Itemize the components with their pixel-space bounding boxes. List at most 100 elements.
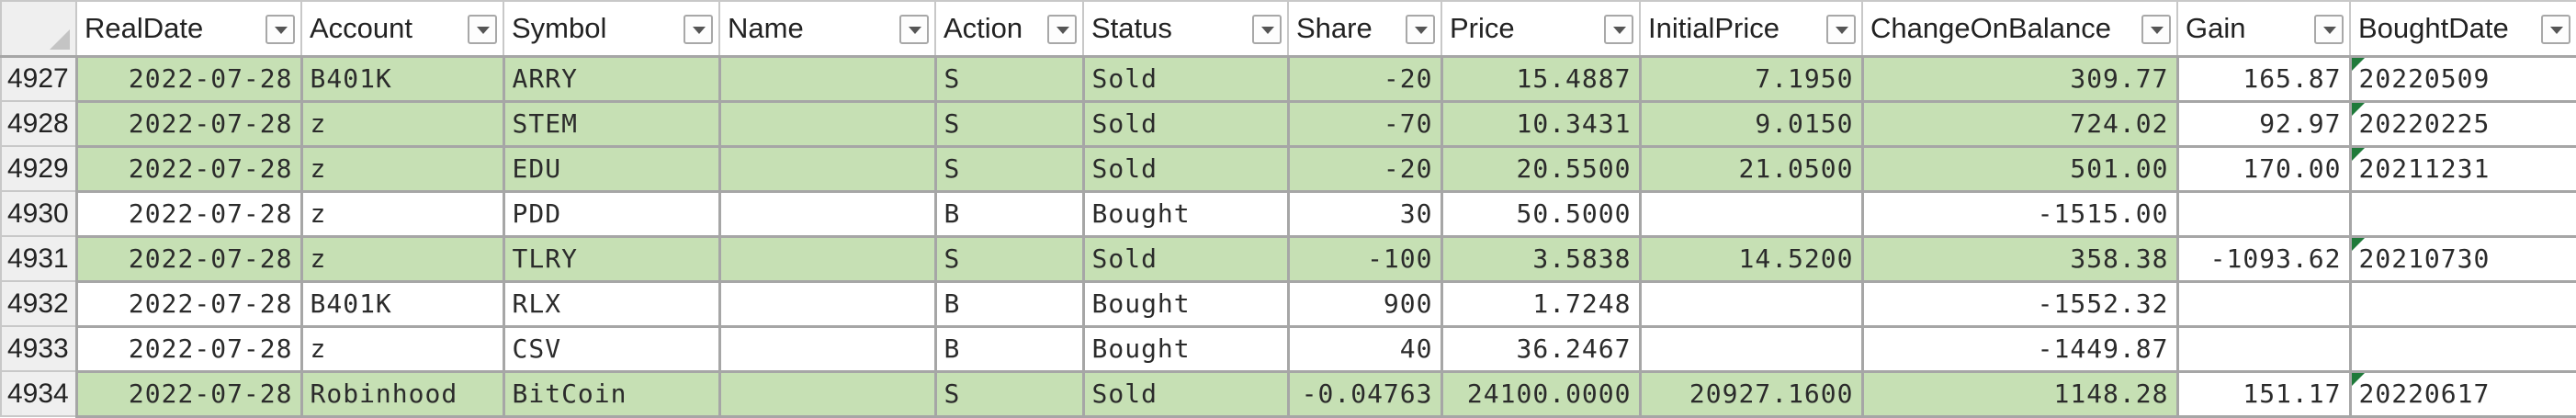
row-header[interactable]: 4928 bbox=[0, 100, 77, 147]
cell-symbol[interactable]: EDU bbox=[502, 144, 721, 193]
cell-initialprice[interactable] bbox=[1638, 279, 1864, 328]
column-header-symbol[interactable]: Symbol bbox=[503, 0, 720, 58]
cell-symbol[interactable]: PDD bbox=[502, 189, 721, 238]
cell-gain[interactable]: 165.87 bbox=[2175, 54, 2352, 103]
cell-changeonbalance[interactable]: -1552.32 bbox=[1860, 279, 2179, 328]
filter-dropdown-icon[interactable] bbox=[1406, 15, 1435, 44]
cell-changeonbalance[interactable]: 358.38 bbox=[1860, 234, 2179, 283]
cell-account[interactable]: B401K bbox=[299, 279, 505, 328]
cell-share[interactable]: -20 bbox=[1286, 54, 1443, 103]
cell-gain[interactable]: -1093.62 bbox=[2175, 234, 2352, 283]
column-header-gain[interactable]: Gain bbox=[2176, 0, 2351, 58]
cell-price[interactable]: 50.5000 bbox=[1440, 189, 1642, 238]
filter-dropdown-icon[interactable] bbox=[468, 15, 497, 44]
row-header[interactable]: 4934 bbox=[0, 370, 77, 417]
cell-symbol[interactable]: ARRY bbox=[502, 54, 721, 103]
filter-dropdown-icon[interactable] bbox=[1047, 15, 1077, 44]
cell-share[interactable]: -20 bbox=[1286, 144, 1443, 193]
cell-symbol[interactable]: BitCoin bbox=[502, 369, 721, 418]
cell-share[interactable]: 30 bbox=[1286, 189, 1443, 238]
cell-price[interactable]: 1.7248 bbox=[1440, 279, 1642, 328]
cell-changeonbalance[interactable]: 1148.28 bbox=[1860, 369, 2179, 418]
cell-action[interactable]: S bbox=[933, 99, 1085, 148]
filter-dropdown-icon[interactable] bbox=[2541, 15, 2570, 44]
filter-dropdown-icon[interactable] bbox=[2141, 15, 2171, 44]
row-header[interactable]: 4927 bbox=[0, 55, 77, 102]
cell-gain[interactable]: 151.17 bbox=[2175, 369, 2352, 418]
table-row[interactable]: 4927 2022-07-28 B401K ARRY S Sold -20 15.4887 7.… bbox=[0, 54, 2576, 103]
cell-name[interactable] bbox=[717, 99, 937, 148]
cell-action[interactable]: S bbox=[933, 234, 1085, 283]
cell-share[interactable]: 40 bbox=[1286, 324, 1443, 373]
cell-account[interactable]: Robinhood bbox=[299, 369, 505, 418]
cell-changeonbalance[interactable]: -1515.00 bbox=[1860, 189, 2179, 238]
cell-gain[interactable] bbox=[2175, 189, 2352, 238]
cell-gain[interactable]: 92.97 bbox=[2175, 99, 2352, 148]
row-header[interactable]: 4929 bbox=[0, 145, 77, 192]
cell-initialprice[interactable] bbox=[1638, 189, 1864, 238]
cell-gain[interactable] bbox=[2175, 324, 2352, 373]
column-header-realdate[interactable]: RealDate bbox=[75, 0, 302, 58]
column-header-boughtdate[interactable]: BoughtDate bbox=[2349, 0, 2576, 58]
cell-share[interactable]: -100 bbox=[1286, 234, 1443, 283]
filter-dropdown-icon[interactable] bbox=[684, 15, 713, 44]
cell-name[interactable] bbox=[717, 234, 937, 283]
filter-dropdown-icon[interactable] bbox=[899, 15, 929, 44]
cell-status[interactable]: Sold bbox=[1081, 369, 1290, 418]
filter-dropdown-icon[interactable] bbox=[266, 15, 295, 44]
cell-boughtdate[interactable]: 20211231 bbox=[2348, 144, 2576, 193]
cell-action[interactable]: B bbox=[933, 324, 1085, 373]
column-header-share[interactable]: Share bbox=[1287, 0, 1442, 58]
cell-initialprice[interactable]: 9.0150 bbox=[1638, 99, 1864, 148]
cell-initialprice[interactable]: 20927.1600 bbox=[1638, 369, 1864, 418]
cell-symbol[interactable]: STEM bbox=[502, 99, 721, 148]
cell-status[interactable]: Sold bbox=[1081, 234, 1290, 283]
cell-account[interactable]: z bbox=[299, 234, 505, 283]
cell-share[interactable]: -70 bbox=[1286, 99, 1443, 148]
table-row[interactable]: 4929 2022-07-28 z EDU S Sold -20 20.5500 21.0500… bbox=[0, 144, 2576, 193]
cell-realdate[interactable]: 2022-07-28 bbox=[74, 99, 303, 148]
cell-name[interactable] bbox=[717, 189, 937, 238]
column-header-account[interactable]: Account bbox=[300, 0, 504, 58]
cell-initialprice[interactable]: 14.5200 bbox=[1638, 234, 1864, 283]
column-header-initialprice[interactable]: InitialPrice bbox=[1639, 0, 1863, 58]
table-row[interactable]: 4934 2022-07-28 Robinhood BitCoin S Sold -0.04… bbox=[0, 369, 2576, 418]
column-header-status[interactable]: Status bbox=[1082, 0, 1289, 58]
cell-initialprice[interactable] bbox=[1638, 324, 1864, 373]
table-row[interactable]: 4932 2022-07-28 B401K RLX B Bought 900 1.7248 -1… bbox=[0, 279, 2576, 328]
cell-symbol[interactable]: RLX bbox=[502, 279, 721, 328]
column-header-action[interactable]: Action bbox=[934, 0, 1084, 58]
cell-boughtdate[interactable]: 20220509 bbox=[2348, 54, 2576, 103]
filter-dropdown-icon[interactable] bbox=[2314, 15, 2344, 44]
cell-changeonbalance[interactable]: 724.02 bbox=[1860, 99, 2179, 148]
cell-status[interactable]: Bought bbox=[1081, 189, 1290, 238]
cell-changeonbalance[interactable]: 501.00 bbox=[1860, 144, 2179, 193]
cell-account[interactable]: z bbox=[299, 99, 505, 148]
cell-share[interactable]: 900 bbox=[1286, 279, 1443, 328]
table-row[interactable]: 4931 2022-07-28 z TLRY S Sold -100 3.5838 14.520… bbox=[0, 234, 2576, 283]
cell-realdate[interactable]: 2022-07-28 bbox=[74, 144, 303, 193]
cell-name[interactable] bbox=[717, 324, 937, 373]
cell-changeonbalance[interactable]: -1449.87 bbox=[1860, 324, 2179, 373]
cell-changeonbalance[interactable]: 309.77 bbox=[1860, 54, 2179, 103]
row-header[interactable]: 4932 bbox=[0, 280, 77, 327]
filter-dropdown-icon[interactable] bbox=[1604, 15, 1633, 44]
cell-action[interactable]: B bbox=[933, 189, 1085, 238]
cell-gain[interactable]: 170.00 bbox=[2175, 144, 2352, 193]
cell-status[interactable]: Sold bbox=[1081, 99, 1290, 148]
cell-boughtdate[interactable]: 20210730 bbox=[2348, 234, 2576, 283]
cell-boughtdate[interactable] bbox=[2348, 324, 2576, 373]
cell-gain[interactable] bbox=[2175, 279, 2352, 328]
cell-realdate[interactable]: 2022-07-28 bbox=[74, 234, 303, 283]
cell-status[interactable]: Sold bbox=[1081, 54, 1290, 103]
cell-symbol[interactable]: CSV bbox=[502, 324, 721, 373]
cell-boughtdate[interactable] bbox=[2348, 279, 2576, 328]
cell-realdate[interactable]: 2022-07-28 bbox=[74, 279, 303, 328]
table-row[interactable]: 4928 2022-07-28 z STEM S Sold -70 10.3431 9.0150… bbox=[0, 99, 2576, 148]
cell-price[interactable]: 36.2467 bbox=[1440, 324, 1642, 373]
row-header[interactable]: 4931 bbox=[0, 235, 77, 282]
cell-name[interactable] bbox=[717, 369, 937, 418]
cell-boughtdate[interactable]: 20220617 bbox=[2348, 369, 2576, 418]
cell-share[interactable]: -0.04763 bbox=[1286, 369, 1443, 418]
row-header[interactable]: 4930 bbox=[0, 190, 77, 237]
